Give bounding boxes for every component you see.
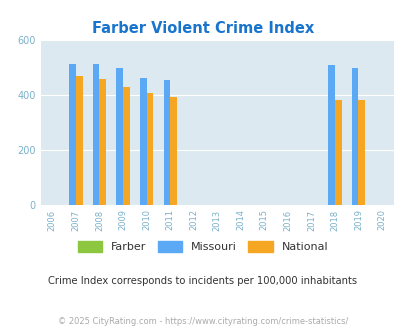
Bar: [146, 93, 153, 205]
Legend: Farber, Missouri, National: Farber, Missouri, National: [73, 237, 332, 256]
Bar: [69, 64, 76, 205]
Bar: [99, 79, 106, 205]
Bar: [163, 80, 170, 205]
Bar: [328, 65, 334, 205]
Bar: [116, 69, 123, 205]
Bar: [93, 64, 99, 205]
Bar: [351, 68, 358, 205]
Bar: [170, 97, 176, 205]
Text: © 2025 CityRating.com - https://www.cityrating.com/crime-statistics/: © 2025 CityRating.com - https://www.city…: [58, 317, 347, 326]
Text: Farber Violent Crime Index: Farber Violent Crime Index: [92, 21, 313, 36]
Text: Crime Index corresponds to incidents per 100,000 inhabitants: Crime Index corresponds to incidents per…: [48, 276, 357, 285]
Bar: [334, 100, 341, 205]
Bar: [76, 76, 82, 205]
Bar: [123, 86, 129, 205]
Bar: [140, 78, 146, 205]
Bar: [358, 100, 364, 205]
